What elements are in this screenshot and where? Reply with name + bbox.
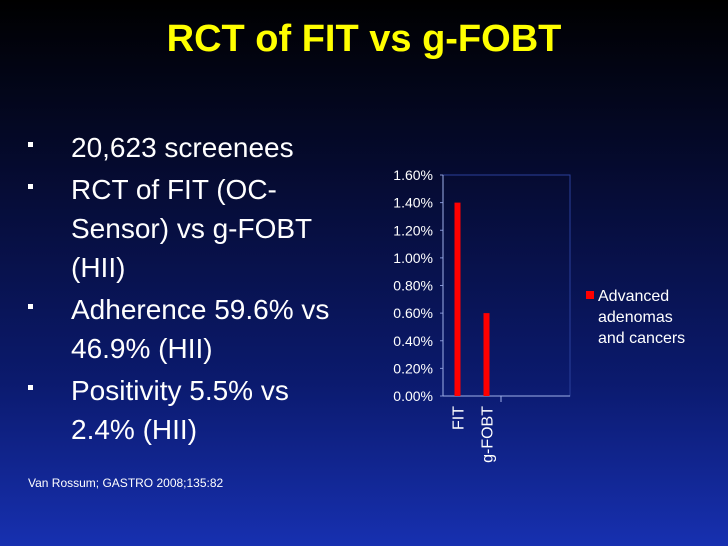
bullet-text: RCT of FIT (OC-Sensor) vs g-FOBT (HII) — [71, 174, 312, 283]
bullet-marker — [28, 184, 33, 189]
y-tick-label: 0.00% — [393, 388, 433, 404]
y-tick-label: 0.60% — [393, 305, 433, 321]
y-tick-label: 1.40% — [393, 195, 433, 211]
bullet-marker — [28, 142, 33, 147]
bullet-marker — [28, 385, 33, 390]
chart-legend: Advanced adenomas and cancers — [586, 286, 698, 349]
bar — [454, 202, 461, 396]
y-tick-label: 0.40% — [393, 333, 433, 349]
y-tick-label: 0.80% — [393, 278, 433, 294]
y-tick-label: 0.20% — [393, 360, 433, 376]
bullet-item: Adherence 59.6% vs 46.9% (HII) — [28, 290, 358, 368]
bullet-item: RCT of FIT (OC-Sensor) vs g-FOBT (HII) — [28, 170, 358, 287]
bullet-item: 20,623 screenees — [28, 128, 358, 167]
legend-swatch — [586, 291, 594, 299]
x-tick-label: FIT — [451, 406, 468, 430]
y-tick-label: 1.00% — [393, 250, 433, 266]
bullet-text: 20,623 screenees — [71, 132, 294, 163]
bullet-list: 20,623 screenees RCT of FIT (OC-Sensor) … — [28, 128, 358, 452]
legend-label: Advanced adenomas and cancers — [598, 288, 686, 347]
x-tick-label: g-FOBT — [480, 406, 497, 463]
y-tick-label: 1.60% — [393, 167, 433, 183]
bullet-item: Positivity 5.5% vs 2.4% (HII) — [28, 371, 358, 449]
slide-title: RCT of FIT vs g-FOBT — [166, 18, 562, 60]
y-tick-label: 1.20% — [393, 222, 433, 238]
bullet-text: Adherence 59.6% vs 46.9% (HII) — [71, 294, 330, 364]
bullet-text: Positivity 5.5% vs 2.4% (HII) — [71, 375, 289, 445]
bullet-marker — [28, 304, 33, 309]
plot-area — [442, 174, 571, 397]
citation: Van Rossum; GASTRO 2008;135:82 — [28, 476, 224, 490]
bar — [483, 313, 490, 396]
